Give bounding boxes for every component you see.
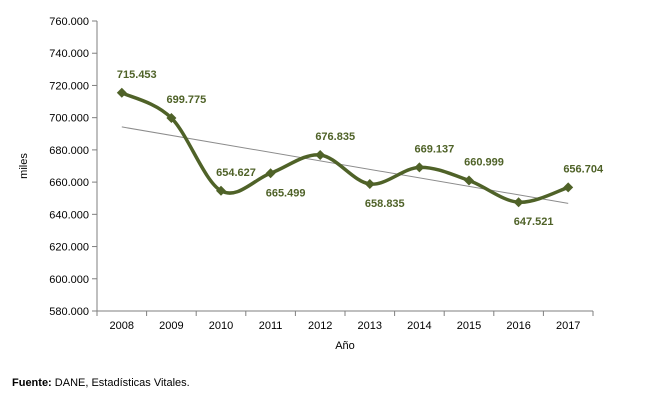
data-label: 676.835 [315, 131, 355, 143]
series-line [121, 91, 569, 204]
trendline [121, 126, 569, 204]
y-tick-label: 640.000 [49, 209, 89, 221]
source-note: Fuente: DANE, Estadísticas Vitales. [12, 377, 190, 389]
x-tick-label: 2008 [110, 320, 134, 332]
data-point-marker [364, 178, 375, 189]
data-point-marker [464, 175, 474, 186]
y-tick-label: 600.000 [49, 274, 89, 286]
data-label: 654.627 [216, 167, 256, 179]
data-label: 656.704 [563, 163, 604, 175]
data-label: 665.499 [266, 187, 306, 199]
y-tick-label: 620.000 [49, 242, 89, 254]
data-label: 715.453 [117, 69, 157, 81]
series-markers [116, 87, 574, 208]
source-label: Fuente: [12, 377, 52, 389]
data-label: 658.835 [365, 198, 405, 210]
data-point-marker [166, 113, 177, 124]
y-tick-label: 740.000 [49, 48, 89, 60]
x-axis-title: Año [335, 340, 355, 352]
trendline-segment [121, 126, 569, 204]
x-tick-label: 2010 [209, 320, 233, 332]
x-axis: 2008 2009 2010 2011 2012 2013 2014 2015 2016 2017 [96, 310, 594, 332]
data-labels: 715.453 699.775 654.627 665.499 676.835 658.8… [117, 69, 604, 228]
y-tick-label: 580.000 [49, 306, 89, 318]
data-label: 660.999 [464, 157, 504, 169]
x-tick-label: 2014 [407, 320, 431, 332]
data-point-marker [563, 182, 574, 193]
data-label: 647.521 [514, 216, 554, 228]
data-point-marker [116, 87, 127, 98]
x-tick-label: 2012 [308, 320, 332, 332]
series-path [121, 91, 569, 204]
line-chart: 580.000 600.000 620.000 640.000 660.000 680.0… [18, 16, 604, 352]
x-tick-label: 2016 [506, 320, 530, 332]
data-point-marker [315, 149, 326, 160]
x-tick-label: 2013 [358, 320, 382, 332]
y-tick-label: 700.000 [49, 113, 89, 125]
y-tick-label: 760.000 [49, 16, 89, 28]
x-tick-label: 2017 [556, 320, 580, 332]
y-tick-label: 660.000 [49, 177, 89, 189]
data-label: 699.775 [167, 94, 207, 106]
data-point-marker [513, 197, 524, 208]
y-axis-title: miles [18, 153, 30, 179]
x-tick-label: 2009 [159, 320, 183, 332]
x-tick-label: 2011 [259, 320, 283, 332]
y-axis: 580.000 600.000 620.000 640.000 660.000 680.0… [49, 16, 98, 318]
data-point-marker [216, 185, 226, 196]
y-tick-label: 720.000 [49, 80, 89, 92]
source-text: DANE, Estadísticas Vitales. [51, 377, 190, 389]
data-point-marker [265, 168, 276, 179]
x-tick-label: 2015 [457, 320, 481, 332]
y-tick-label: 680.000 [49, 145, 89, 157]
data-label: 669.137 [415, 143, 455, 155]
data-point-marker [414, 162, 425, 173]
